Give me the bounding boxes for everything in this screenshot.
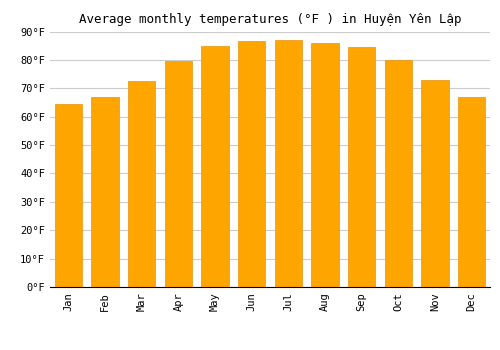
Bar xyxy=(274,40,302,287)
Bar xyxy=(421,80,448,287)
Bar xyxy=(164,61,192,287)
Bar xyxy=(458,97,485,287)
Bar xyxy=(348,47,376,287)
Bar xyxy=(311,43,339,287)
Bar xyxy=(128,81,156,287)
Bar xyxy=(238,41,266,287)
Bar xyxy=(54,104,82,287)
Bar xyxy=(91,97,119,287)
Bar xyxy=(384,60,412,287)
Bar xyxy=(201,46,229,287)
Title: Average monthly temperatures (°F ) in Huyện Yên Lập: Average monthly temperatures (°F ) in Hu… xyxy=(79,13,461,26)
